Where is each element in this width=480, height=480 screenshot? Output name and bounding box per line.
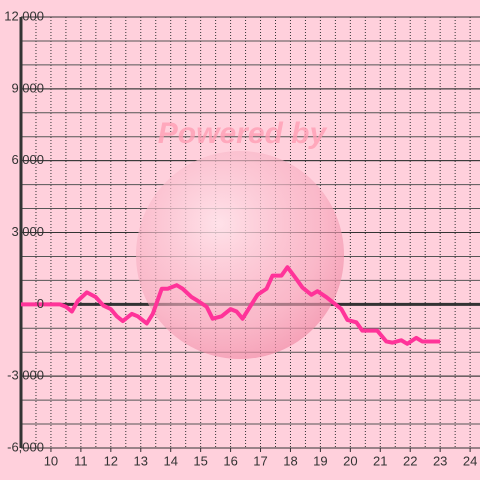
x-tick-label: 20	[343, 453, 357, 468]
y-tick-label: 6,000	[11, 152, 44, 167]
x-tick-label: 15	[193, 453, 207, 468]
y-tick-label: 3,000	[11, 224, 44, 239]
x-tick-label: 24	[463, 453, 477, 468]
x-tick-label: 14	[163, 453, 177, 468]
watermark-text: Powered by	[158, 117, 328, 150]
x-tick-label: 19	[313, 453, 327, 468]
x-tick-label: 18	[283, 453, 297, 468]
x-tick-label: 16	[223, 453, 237, 468]
x-tick-label: 13	[134, 453, 148, 468]
x-tick-label: 23	[433, 453, 447, 468]
marks	[21, 265, 441, 346]
watermark-orb	[136, 151, 344, 359]
x-tick-label: 11	[74, 453, 88, 468]
y-tick-label: 9,000	[11, 80, 44, 95]
x-tick-label: 10	[44, 453, 58, 468]
x-tick-label: 12	[104, 453, 118, 468]
x-tick-label: 21	[373, 453, 387, 468]
y-tick-label: -6,000	[7, 439, 44, 454]
data-line	[21, 265, 441, 346]
y-tick-label: -3,000	[7, 368, 44, 383]
x-tick-label: 17	[253, 453, 267, 468]
y-tick-label: 0	[37, 296, 44, 311]
x-tick-label: 22	[403, 453, 417, 468]
y-tick-label: 12,000	[4, 8, 44, 23]
